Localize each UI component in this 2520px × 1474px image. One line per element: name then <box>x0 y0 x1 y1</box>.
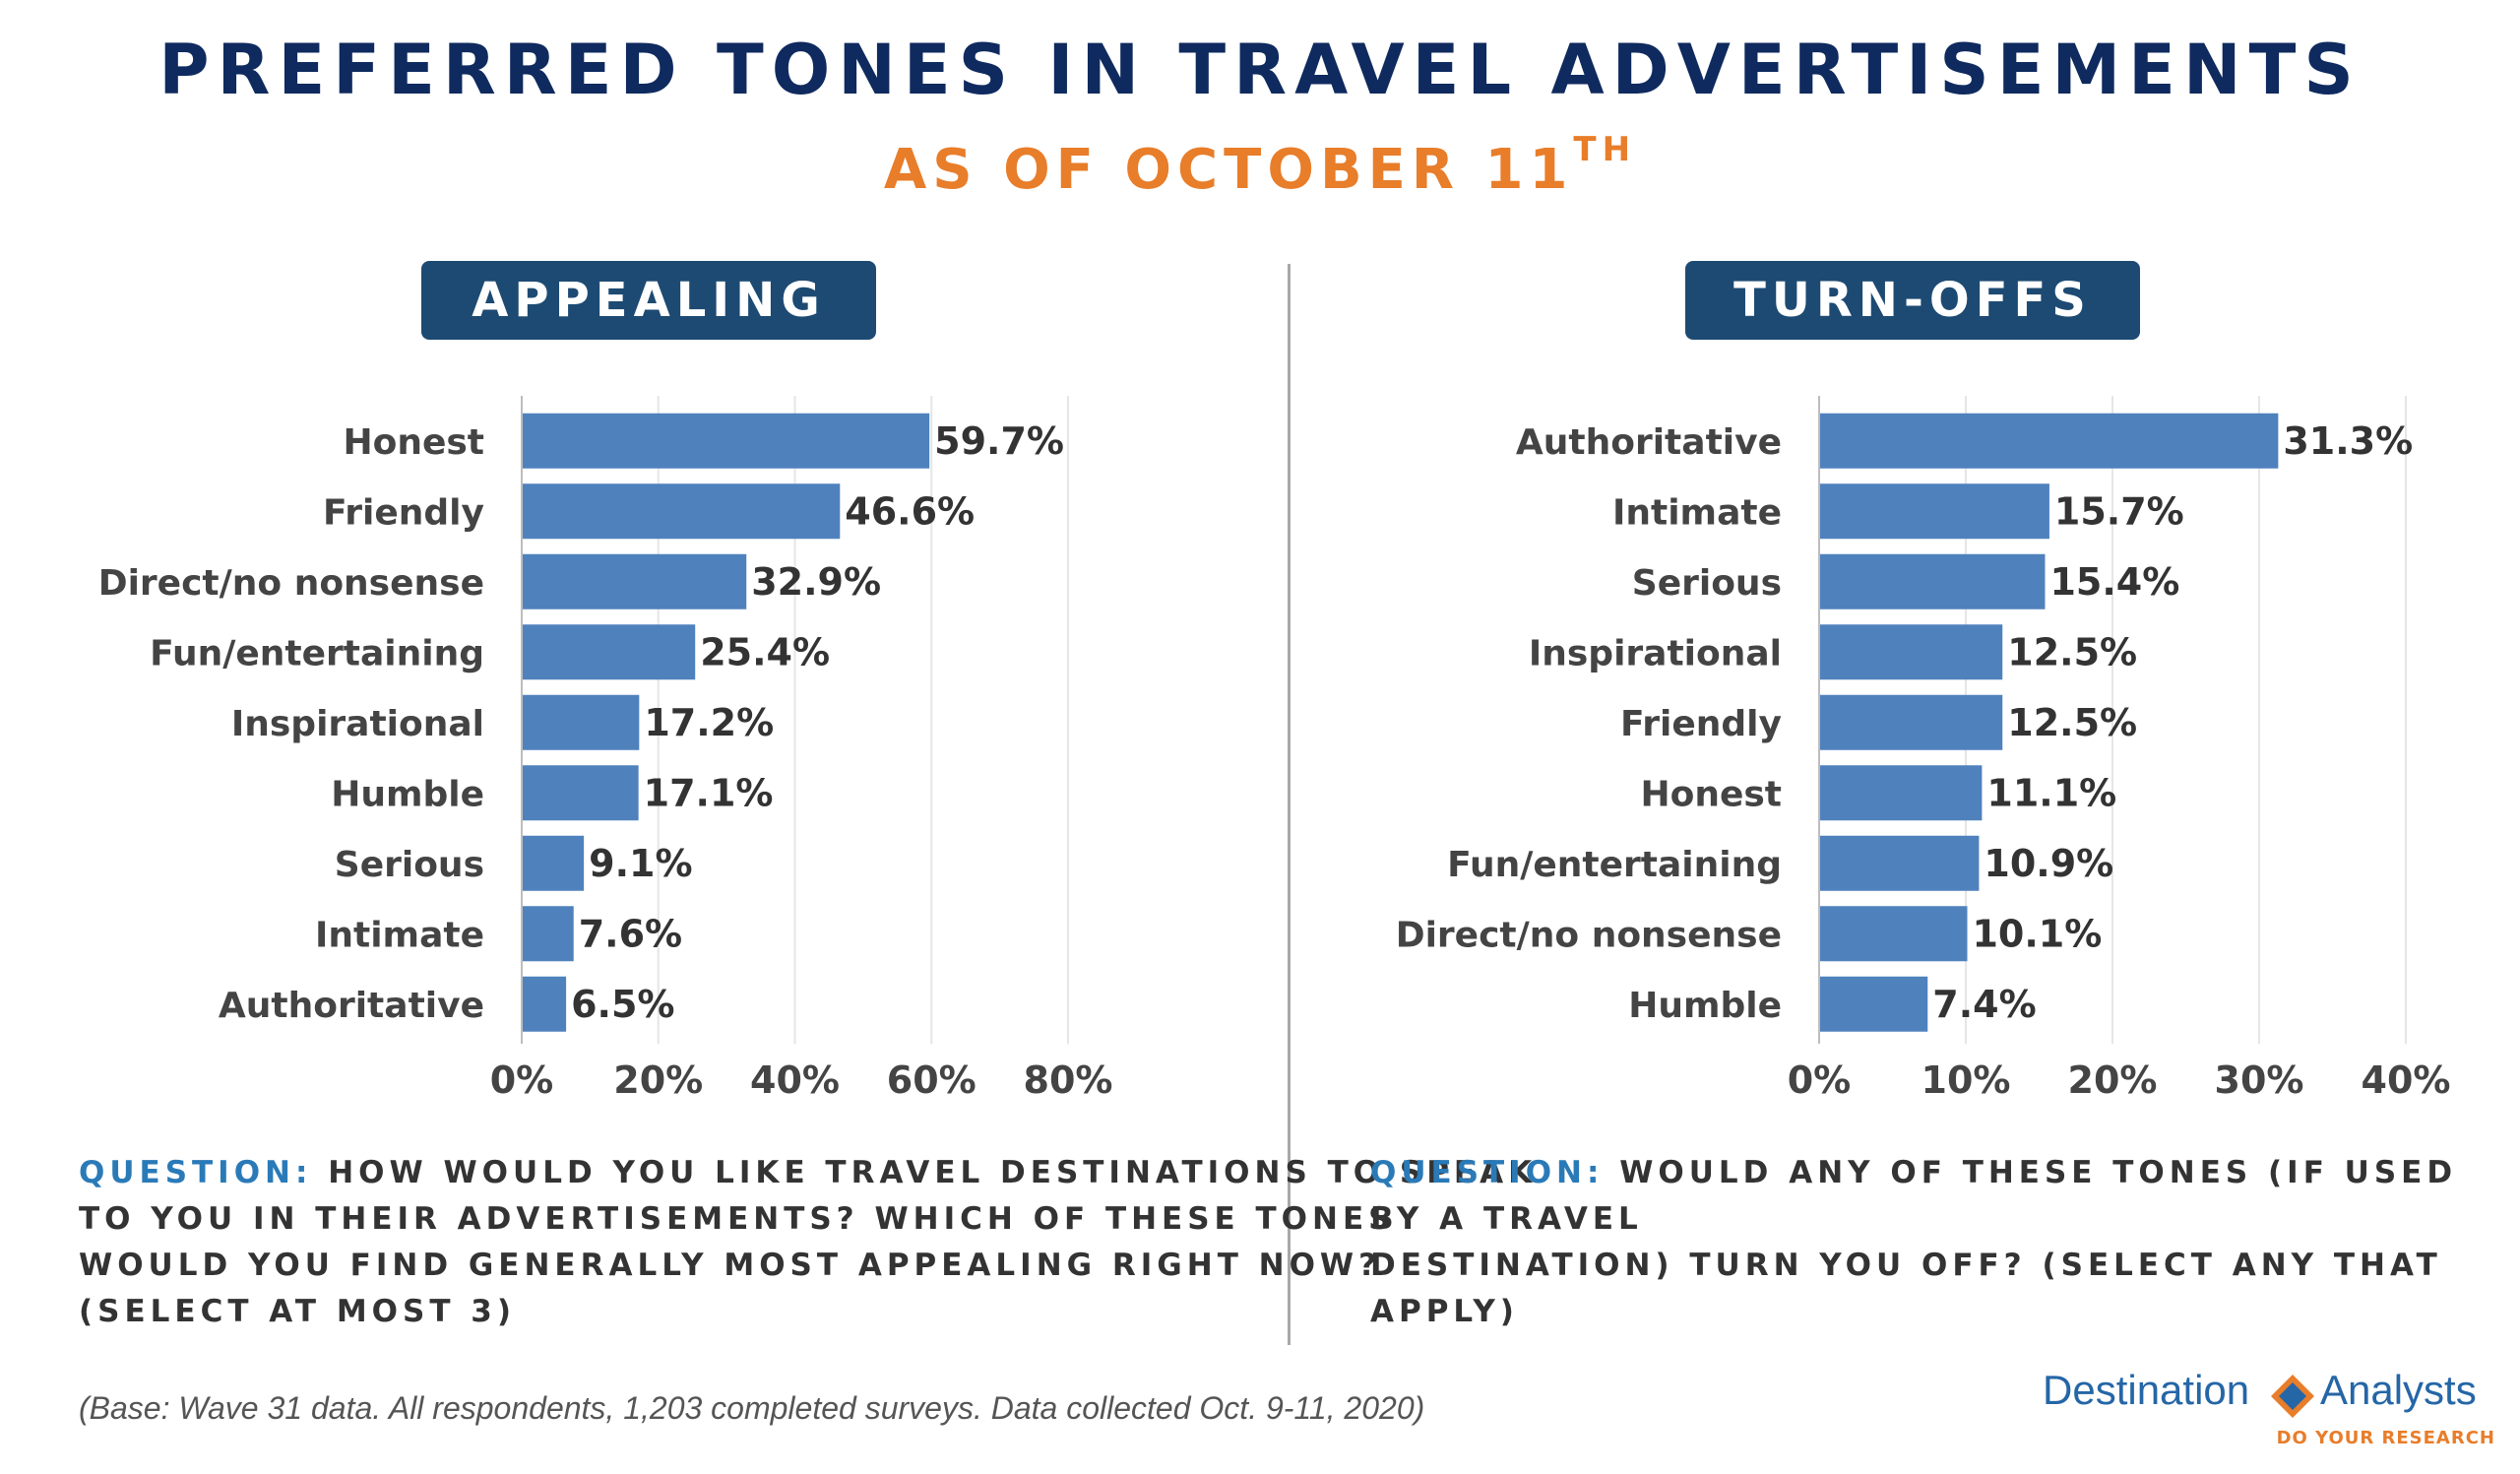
category-label: Honest <box>343 422 484 463</box>
category-label: Direct/no nonsense <box>1396 915 1782 955</box>
data-label: 32.9% <box>751 560 881 604</box>
bar <box>522 906 574 962</box>
bar <box>1819 483 2049 540</box>
data-label: 31.3% <box>2283 419 2413 463</box>
bar <box>1819 553 2046 609</box>
data-label: 25.4% <box>700 630 830 673</box>
question-line: (SELECT AT MOST 3) <box>79 1294 517 1329</box>
chart-subtitle: AS OF OCTOBER 11TH <box>0 130 2520 202</box>
bar <box>1819 976 1928 1032</box>
bar <box>522 413 930 469</box>
tick-label: 20% <box>2068 1058 2158 1102</box>
data-label: 10.9% <box>1984 842 2113 885</box>
question-text: HOW WOULD YOU LIKE TRAVEL DESTINATIONS T… <box>328 1155 1538 1190</box>
category-label: Intimate <box>1612 492 1782 533</box>
bar <box>1819 906 1968 962</box>
bar <box>1819 694 2003 750</box>
data-label: 12.5% <box>2007 630 2137 673</box>
bar <box>1819 835 1980 891</box>
category-label: Serious <box>1632 563 1782 604</box>
logo-word-destination: Destination <box>2043 1367 2250 1413</box>
category-label: Direct/no nonsense <box>98 563 484 604</box>
tick-label: 40% <box>750 1058 840 1102</box>
data-label: 59.7% <box>934 419 1064 463</box>
bar <box>522 976 567 1032</box>
tick-label: 80% <box>1024 1058 1113 1102</box>
subtitle-superscript: TH <box>1573 130 1637 169</box>
category-label: Fun/entertaining <box>1447 845 1782 885</box>
question-line: WOULD YOU FIND GENERALLY MOST APPEALING … <box>79 1248 1382 1283</box>
turn-offs-bar-chart: Authoritative 31.3% Intimate 15.7% Serious 15… <box>1396 396 2451 1102</box>
question-line: QUESTION: HOW WOULD YOU LIKE TRAVEL DEST… <box>79 1150 1537 1196</box>
data-label: 17.2% <box>644 701 774 744</box>
data-label: 15.4% <box>2049 560 2179 604</box>
tick-label: 10% <box>1922 1058 2011 1102</box>
category-label: Authoritative <box>1516 422 1782 463</box>
category-label: Inspirational <box>1529 633 1782 673</box>
question-line: QUESTION: WOULD ANY OF THESE TONES (IF U… <box>1370 1150 2520 1243</box>
category-label: Intimate <box>315 915 484 955</box>
tick-label: 60% <box>887 1058 976 1102</box>
bar <box>522 624 696 680</box>
tick-label: 0% <box>490 1058 554 1102</box>
chart-title: PREFERRED TONES IN TRAVEL ADVERTISEMENTS <box>158 30 2362 110</box>
tick-label: 20% <box>613 1058 703 1102</box>
bar <box>522 765 639 821</box>
destination-analysts-logo: Destination Analysts DO YOUR RESEARCH <box>2043 1367 2515 1465</box>
category-label: Humble <box>331 774 484 814</box>
category-label: Friendly <box>1620 704 1782 744</box>
base-note: (Base: Wave 31 data. All respondents, 1,… <box>79 1390 1425 1426</box>
data-label: 7.6% <box>579 912 682 955</box>
bar <box>522 694 640 750</box>
category-label: Serious <box>335 845 484 885</box>
tick-label: 40% <box>2362 1058 2451 1102</box>
bar <box>522 835 585 891</box>
question-label: QUESTION: <box>1370 1155 1605 1190</box>
bar <box>522 483 841 540</box>
question-label: QUESTION: <box>79 1155 313 1190</box>
panel-label-turn-offs: TURN-OFFS <box>1685 261 2140 340</box>
tick-label: 0% <box>1788 1058 1852 1102</box>
category-label: Humble <box>1628 986 1782 1026</box>
category-label: Honest <box>1640 774 1782 814</box>
appealing-bar-chart: Honest 59.7% Friendly 46.6% Direct/no nonsen… <box>98 396 1113 1102</box>
data-label: 10.1% <box>1972 912 2102 955</box>
bar <box>1819 624 2003 680</box>
category-label: Inspirational <box>231 704 484 744</box>
data-label: 7.4% <box>1932 983 2036 1026</box>
category-label: Authoritative <box>219 986 484 1026</box>
logo-word-analysts: Analysts <box>2320 1367 2477 1413</box>
question-text: WOULD ANY OF THESE TONES (IF USED BY A T… <box>1370 1155 2458 1237</box>
panel-divider <box>1288 264 1291 1345</box>
question-turn-offs: QUESTION: WOULD ANY OF THESE TONES (IF U… <box>1370 1150 2520 1335</box>
data-label: 15.7% <box>2054 489 2184 533</box>
category-label: Fun/entertaining <box>150 633 484 673</box>
bar <box>1819 765 1983 821</box>
question-appealing: QUESTION: HOW WOULD YOU LIKE TRAVEL DEST… <box>79 1150 1537 1335</box>
data-label: 9.1% <box>589 842 692 885</box>
bar <box>522 553 747 609</box>
panel-label-appealing: APPEALING <box>421 261 876 340</box>
diamond-icon <box>2271 1375 2314 1418</box>
question-line: TO YOU IN THEIR ADVERTISEMENTS? WHICH OF… <box>79 1201 1396 1237</box>
category-label: Friendly <box>323 492 484 533</box>
data-label: 17.1% <box>644 771 774 814</box>
data-label: 6.5% <box>571 983 674 1026</box>
subtitle-text: AS OF OCTOBER 11 <box>883 138 1574 202</box>
question-line: DESTINATION) TURN YOU OFF? (SELECT ANY T… <box>1370 1248 2442 1329</box>
data-label: 12.5% <box>2007 701 2137 744</box>
data-label: 11.1% <box>1986 771 2116 814</box>
tick-label: 30% <box>2215 1058 2304 1102</box>
bar <box>1819 413 2279 469</box>
logo-tagline: DO YOUR RESEARCH <box>2276 1428 2495 1448</box>
data-label: 46.6% <box>845 489 975 533</box>
